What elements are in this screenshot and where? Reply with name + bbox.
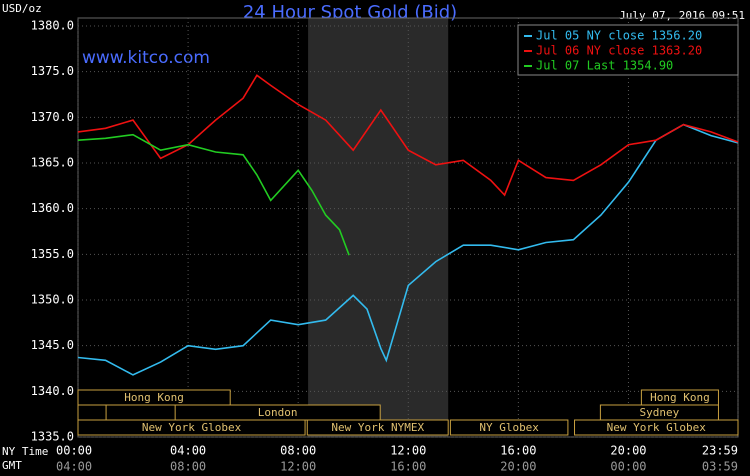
session-box: [306, 419, 449, 436]
y-tick-label: 1380.0: [31, 19, 74, 33]
y-axis-label: USD/oz: [2, 2, 42, 15]
session-box: [77, 419, 306, 436]
session-label: New York Globex: [607, 421, 707, 434]
session-label: Hong Kong: [650, 391, 710, 404]
y-tick-label: 1365.0: [31, 156, 74, 170]
series-line: [77, 123, 739, 376]
y-tick-label: 1350.0: [31, 293, 74, 307]
session-label: Sydney: [640, 406, 680, 419]
y-tick-label: 1355.0: [31, 247, 74, 261]
x2-axis-label: GMT: [2, 459, 22, 472]
session-label: Hong Kong: [124, 391, 184, 404]
x2-tick-label: 12:00: [280, 460, 316, 474]
y-tick-label: 1340.0: [31, 384, 74, 398]
session-box: [574, 419, 739, 436]
x2-tick-label: 04:00: [56, 460, 92, 474]
timestamp: July 07, 2016 09:51: [619, 9, 745, 22]
session-label: London: [258, 406, 298, 419]
x2-tick-label: 00:00: [610, 460, 646, 474]
series-line: [77, 133, 350, 256]
x-axis-label: NY Time: [2, 445, 48, 458]
x-tick-label: 04:00: [170, 444, 206, 458]
session-box: [449, 419, 569, 436]
session-box: [77, 404, 107, 421]
series-line: [77, 74, 739, 197]
x2-tick-label: 16:00: [390, 460, 426, 474]
x2-tick-label: 03:59: [702, 460, 738, 474]
y-tick-label: 1345.0: [31, 338, 74, 352]
watermark: www.kitco.com: [82, 48, 210, 68]
legend-label: Jul 06 NY close 1363.20: [536, 44, 702, 58]
x-tick-label: 12:00: [390, 444, 426, 458]
y-tick-label: 1360.0: [31, 201, 74, 215]
x-tick-label: 08:00: [280, 444, 316, 458]
x-tick-label: 20:00: [610, 444, 646, 458]
session-box: [77, 389, 231, 406]
legend-box: [517, 24, 739, 76]
x-tick-label: 16:00: [500, 444, 536, 458]
x-tick-label: 23:59: [702, 444, 738, 458]
session-label: New York Globex: [142, 421, 242, 434]
y-tick-label: 1335.0: [31, 430, 74, 444]
session-label: NY Globex: [479, 421, 539, 434]
x-tick-label: 00:00: [56, 444, 92, 458]
shaded-session: [308, 18, 449, 437]
x2-tick-label: 08:00: [170, 460, 206, 474]
session-label: New York NYMEX: [331, 421, 424, 434]
x2-tick-label: 20:00: [500, 460, 536, 474]
legend-label: Jul 07 Last 1354.90: [536, 59, 673, 73]
y-tick-label: 1370.0: [31, 110, 74, 124]
legend-label: Jul 05 NY close 1356.20: [536, 29, 702, 43]
y-tick-label: 1375.0: [31, 64, 74, 78]
